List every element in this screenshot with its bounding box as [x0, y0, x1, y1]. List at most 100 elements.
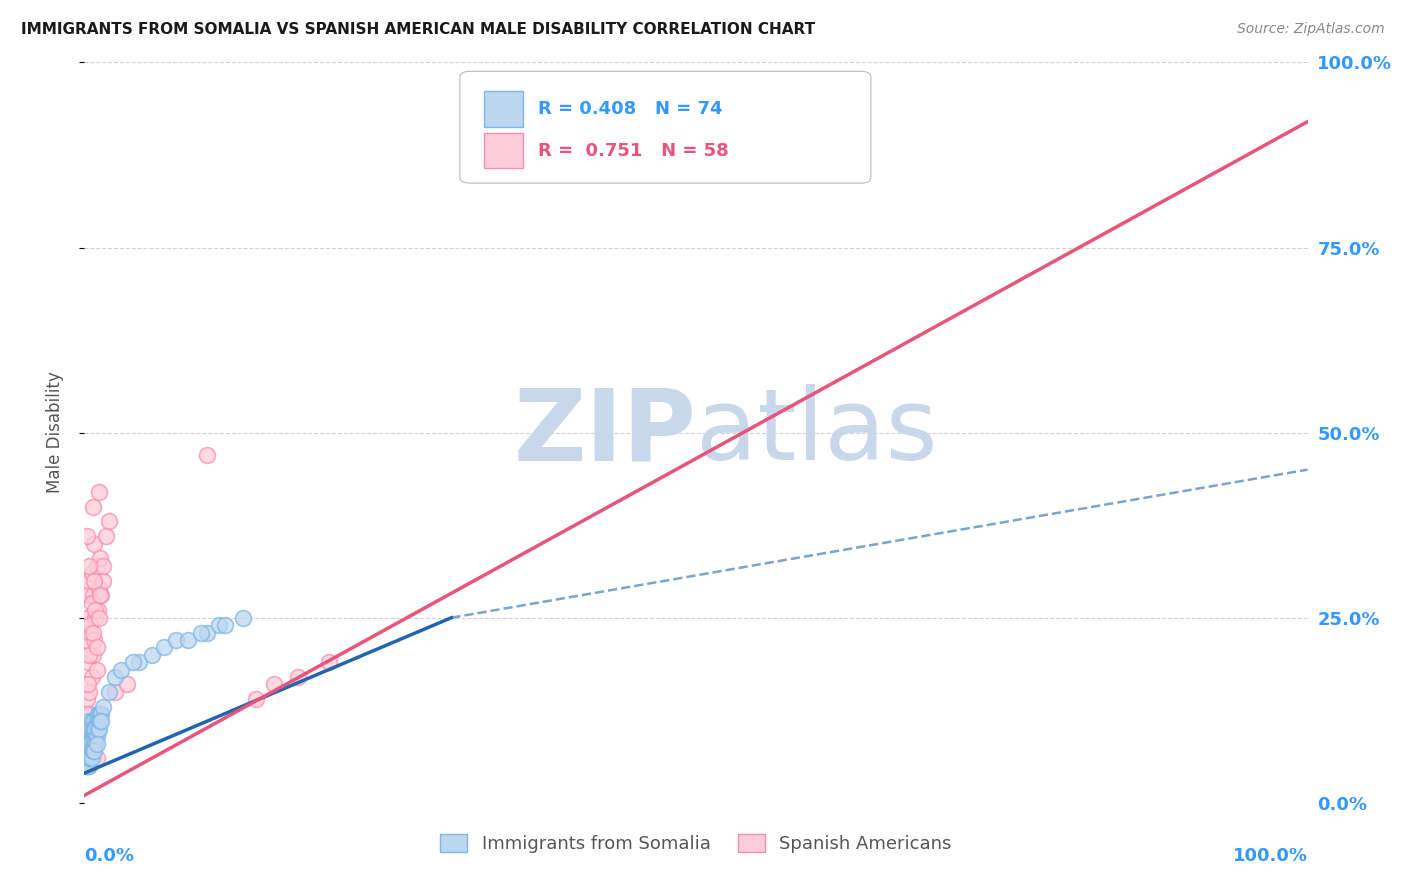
Point [89, 706, 111, 721]
Point [80, 714, 103, 729]
Point [80, 744, 103, 758]
Point [89, 551, 111, 566]
Point [128, 655, 150, 669]
Point [104, 670, 127, 684]
Point [214, 618, 236, 632]
Point [79, 737, 101, 751]
Text: 0.0%: 0.0% [84, 847, 135, 865]
Point [83, 737, 105, 751]
Point [91, 558, 114, 573]
Point [141, 648, 163, 662]
Point [110, 663, 132, 677]
Point [79, 706, 101, 721]
Point [80, 729, 103, 743]
Point [79, 722, 101, 736]
Point [77, 558, 100, 573]
Point [96, 529, 118, 543]
Point [86, 722, 108, 736]
Text: 100.0%: 100.0% [1233, 847, 1308, 865]
Point [245, 692, 267, 706]
Point [83, 729, 105, 743]
Point [83, 574, 105, 588]
Point [76, 751, 98, 765]
Point [90, 714, 112, 729]
Point [79, 744, 101, 758]
Point [77, 744, 100, 758]
Text: ZIP: ZIP [513, 384, 696, 481]
Point [77, 751, 100, 765]
Y-axis label: Male Disability: Male Disability [45, 372, 63, 493]
Point [77, 751, 100, 765]
Point [86, 663, 108, 677]
Point [77, 758, 100, 772]
Point [87, 610, 110, 624]
Point [87, 581, 110, 595]
Point [122, 655, 145, 669]
Point [86, 751, 108, 765]
Point [84, 610, 107, 624]
Point [87, 714, 110, 729]
Point [76, 729, 98, 743]
Point [77, 574, 100, 588]
Point [84, 729, 107, 743]
Point [77, 751, 100, 765]
Point [86, 640, 108, 655]
Point [79, 618, 101, 632]
Point [195, 625, 218, 640]
Point [77, 737, 100, 751]
Point [82, 744, 104, 758]
Point [83, 632, 105, 647]
Point [87, 603, 110, 617]
Point [77, 685, 100, 699]
Point [76, 706, 98, 721]
Point [79, 729, 101, 743]
Point [84, 737, 107, 751]
Point [153, 640, 176, 655]
Point [75, 751, 97, 765]
Point [79, 751, 101, 765]
Point [165, 632, 187, 647]
Point [76, 758, 98, 772]
Point [80, 744, 103, 758]
Text: R =  0.751   N = 58: R = 0.751 N = 58 [538, 142, 728, 160]
Point [263, 677, 285, 691]
Point [89, 589, 111, 603]
Point [208, 618, 231, 632]
Point [90, 589, 112, 603]
FancyBboxPatch shape [484, 91, 523, 127]
Point [86, 558, 108, 573]
FancyBboxPatch shape [484, 133, 523, 169]
Point [82, 737, 104, 751]
Point [80, 596, 103, 610]
Point [83, 722, 105, 736]
Point [76, 751, 98, 765]
Point [82, 729, 104, 743]
Point [77, 655, 100, 669]
Point [76, 610, 98, 624]
Point [287, 670, 309, 684]
Point [83, 737, 105, 751]
Point [80, 737, 103, 751]
Point [82, 625, 104, 640]
Point [77, 744, 100, 758]
Point [77, 589, 100, 603]
Point [76, 692, 98, 706]
Point [77, 751, 100, 765]
Point [75, 744, 97, 758]
Text: R = 0.408   N = 74: R = 0.408 N = 74 [538, 100, 723, 118]
Point [190, 625, 212, 640]
Point [77, 737, 100, 751]
Point [90, 706, 112, 721]
Point [75, 737, 97, 751]
Point [82, 722, 104, 736]
Point [76, 737, 98, 751]
Point [77, 648, 100, 662]
Text: Source: ZipAtlas.com: Source: ZipAtlas.com [1237, 22, 1385, 37]
Point [83, 536, 105, 550]
Point [80, 566, 103, 581]
Point [77, 729, 100, 743]
Point [177, 632, 200, 647]
Point [89, 714, 111, 729]
Point [87, 484, 110, 499]
Point [79, 625, 101, 640]
